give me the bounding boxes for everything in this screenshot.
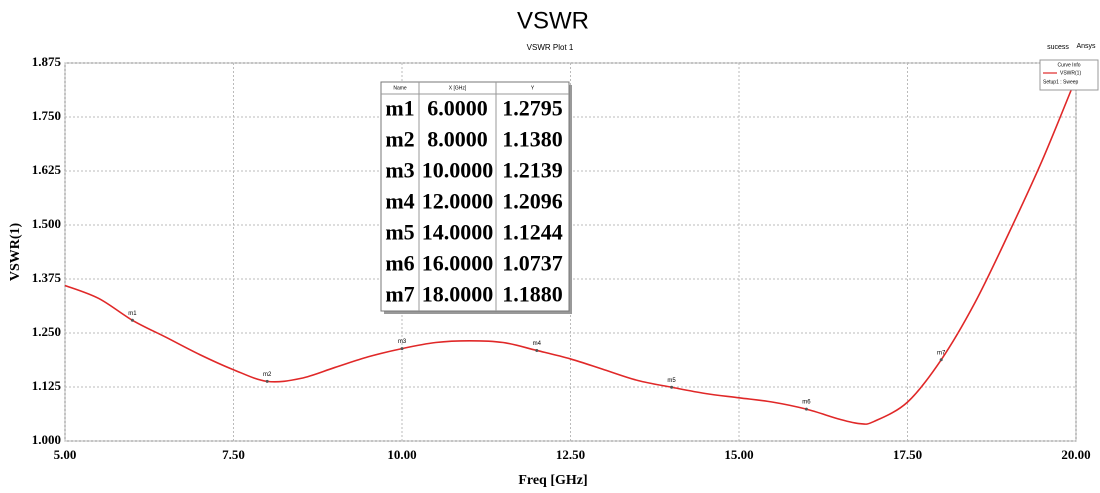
table-cell: 8.0000 [427,127,488,152]
table-cell: 18.0000 [422,282,494,307]
table-cell: 1.2139 [502,158,563,183]
marker [939,358,943,362]
chart-subtitle: VSWR Plot 1 [527,43,574,52]
line [64,77,1077,425]
x-tick-label: 17.50 [893,447,922,462]
table-cell: 1.2096 [502,189,563,214]
y-tick-label: 1.125 [32,378,62,393]
x-tick-label: 20.00 [1061,447,1090,462]
x-tick-label: 7.50 [222,447,245,462]
marker-label: m1 [128,311,137,317]
marker-label: m6 [802,400,811,406]
table-cell: m3 [385,158,414,183]
table-cell: 10.0000 [422,158,494,183]
legend-note: Setup1 : Sweep [1043,79,1079,85]
corner-label: Ansys [1076,43,1096,50]
marker-table [380,81,570,312]
marker [400,347,404,351]
marker [670,385,674,389]
x-tick-label: 12.50 [556,447,585,462]
x-axis-label: Freq [GHz] [518,473,587,488]
table-cell: 1.0737 [502,251,563,276]
table-cell: 1.2795 [502,96,563,121]
table-cell: 1.1380 [502,127,563,152]
y-axis-label: VSWR(1) [8,223,23,282]
x-tick-label: 5.00 [54,447,77,462]
table-cell: 1.1880 [502,282,563,307]
marker-label: m2 [263,372,272,378]
table-cell: m2 [385,127,414,152]
table-cell: m5 [385,220,414,245]
table-cell: 1.1244 [502,220,563,245]
y-tick-label: 1.875 [32,54,62,69]
y-tick-label: 1.625 [32,162,62,177]
y-tick-label: 1.000 [32,432,61,447]
table-cell: m7 [385,282,414,307]
table-cell: m6 [385,251,414,276]
marker [130,318,134,322]
y-tick-label: 1.375 [32,270,62,285]
marker-label: m3 [398,339,407,345]
table-header: Y [531,85,535,91]
table-cell: 16.0000 [422,251,494,276]
table-cell: m4 [385,189,414,214]
y-tick-label: 1.500 [32,216,61,231]
table-cell: 14.0000 [422,220,494,245]
x-tick-label: 10.00 [387,447,416,462]
marker-label: m4 [533,341,542,347]
legend [1039,59,1099,91]
marker [265,379,269,383]
corner-label: sucess [1047,44,1069,51]
table-cell: 12.0000 [422,189,494,214]
y-tick-label: 1.750 [32,108,61,123]
x-tick-label: 15.00 [724,447,753,462]
marker [804,407,808,411]
table-cell: m1 [385,96,414,121]
table-header: Name [393,85,407,91]
marker-label: m7 [937,350,946,356]
table-cell: 6.0000 [427,96,488,121]
chart-title: VSWR [517,7,589,34]
y-tick-label: 1.250 [32,324,61,339]
legend-label: VSWR(1) [1060,70,1081,76]
marker [535,348,539,352]
legend-title: Curve Info [1057,62,1080,68]
table-header: X [GHz] [449,85,467,91]
marker-label: m5 [667,378,676,384]
